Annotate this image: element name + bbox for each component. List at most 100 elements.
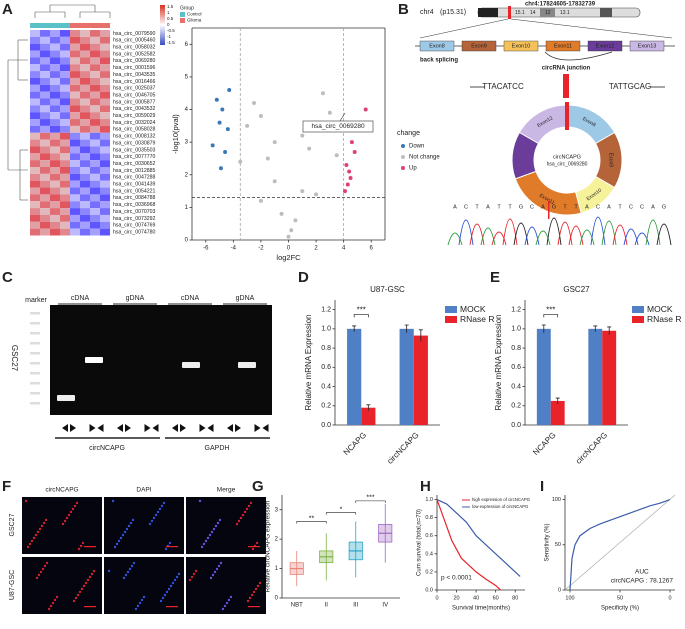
panel-label: B	[398, 1, 409, 18]
cell-dot	[160, 504, 164, 508]
heatmap-cell	[100, 146, 110, 154]
base-label: C	[629, 204, 633, 210]
error-bar	[541, 324, 546, 333]
y-tick-label: 0	[558, 587, 561, 593]
point	[265, 156, 270, 161]
scale-tick-label: -1.5	[167, 40, 175, 45]
gene-label: hsa_circ_0043532	[113, 106, 156, 112]
legend-marker	[401, 144, 405, 148]
heatmap-cell	[80, 187, 90, 195]
legend-label: low expression of circNCAPG	[472, 504, 529, 509]
gene-label: hsa_circ_0058028	[113, 127, 156, 133]
heatmap-cell	[70, 187, 80, 195]
heatmap-cell	[90, 194, 100, 202]
ideogram-band-label: 14	[530, 10, 536, 16]
heatmap-cell	[30, 64, 40, 72]
legend-label: MOCK	[647, 304, 673, 314]
y-tick-label: 1.0	[511, 326, 521, 333]
x-tick-label: 50	[617, 595, 623, 601]
gene-label: hsa_circ_0008132	[113, 134, 156, 140]
error-bar	[593, 325, 598, 332]
heatmap-cell	[90, 173, 100, 181]
cell-dot	[80, 587, 84, 591]
heatmap-cell	[60, 105, 70, 113]
heatmap-cell	[90, 228, 100, 236]
gene-label: hsa_circ_0059029	[113, 113, 156, 119]
gene-label: hsa_circ_0001596	[113, 65, 156, 71]
heatmap-cell	[40, 146, 50, 154]
significance: *	[340, 507, 343, 514]
heatmap-cell	[60, 153, 70, 161]
cell-dot	[53, 598, 57, 602]
row-label: U87-GSC	[9, 570, 16, 600]
cell-dot	[36, 530, 40, 534]
heatmap-cell	[30, 43, 40, 51]
heatmap-cell	[80, 214, 90, 222]
heatmap-cell	[50, 228, 60, 236]
cell-dot	[67, 513, 71, 517]
heatmap-cell	[60, 84, 70, 92]
y-tick-label: 6	[185, 42, 189, 48]
heatmap-cell	[50, 221, 60, 229]
x-tick-label: 0	[435, 595, 438, 601]
ladder-band	[30, 372, 40, 375]
base-label: T	[508, 204, 512, 210]
heatmap-cell	[100, 57, 110, 65]
ideogram-band-label: 13.1	[560, 10, 570, 16]
heatmap-cell	[60, 180, 70, 188]
cell-dot	[42, 521, 46, 525]
cell-dot	[51, 601, 55, 605]
heatmap-cell	[100, 180, 110, 188]
cell-dot	[117, 539, 121, 543]
cell-dot	[156, 510, 160, 514]
heatmap-cell	[90, 201, 100, 209]
heatmap-cell	[50, 173, 60, 181]
base-label: G	[552, 204, 556, 210]
heatmap-cell	[40, 180, 50, 188]
heatmap-cell	[80, 221, 90, 229]
cell-dot	[208, 533, 212, 537]
heatmap-cell	[60, 228, 70, 236]
heatmap-cell	[80, 180, 90, 188]
cell-dot	[132, 561, 136, 565]
cell-dot	[219, 561, 223, 565]
cell-dot	[113, 545, 117, 549]
scale-bar	[248, 606, 260, 608]
curve	[436, 499, 501, 591]
legend-swatch	[445, 316, 457, 323]
scale-tick-label: 0	[167, 22, 170, 27]
heatmap-cell	[70, 105, 80, 113]
cell-dot	[256, 584, 260, 588]
heatmap-cell	[40, 173, 50, 181]
heatmap-cell	[100, 160, 110, 167]
y-tick-label: 5	[185, 75, 189, 81]
heatmap-cell	[30, 36, 40, 44]
x-tick-label: NBT	[291, 603, 303, 609]
gene-label: hsa_circ_0043535	[113, 72, 156, 78]
cell-dot	[254, 587, 258, 591]
heatmap-cell	[30, 71, 40, 78]
heatmap-cell	[100, 30, 110, 37]
cell-dot	[79, 544, 83, 548]
heatmap-cell	[30, 187, 40, 195]
cell-dot	[194, 569, 198, 573]
exon-label: Exon8	[429, 43, 445, 49]
curve	[569, 498, 671, 591]
heatmap-cell	[80, 50, 90, 58]
cell-dot	[37, 573, 41, 577]
x-tick-label: 20	[453, 595, 459, 601]
heatmap-cell	[90, 91, 100, 99]
heatmap-cell	[60, 43, 70, 51]
legend-marker	[401, 155, 405, 159]
heatmap-cell	[80, 84, 90, 92]
heatmap-cell	[60, 208, 70, 215]
heatmap-cell	[50, 187, 60, 195]
point	[227, 87, 232, 92]
cell-dot	[215, 567, 219, 571]
heatmap-cell	[30, 98, 40, 106]
gene-label: hsa_circ_0058032	[113, 45, 156, 51]
heatmap-cell	[90, 71, 100, 78]
heatmap-cell	[70, 84, 80, 92]
heatmap-cell	[100, 105, 110, 113]
heatmap-cell	[60, 91, 70, 99]
